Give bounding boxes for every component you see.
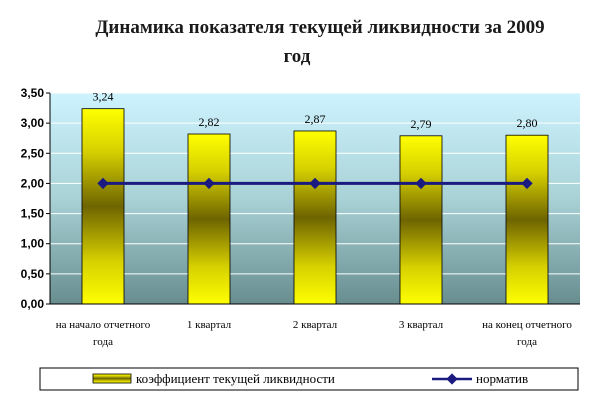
category-label: на конец отчетного [482, 319, 572, 331]
legend-line-marker [446, 373, 458, 385]
bar [293, 130, 337, 305]
category-label: 1 квартал [187, 319, 232, 331]
bar [399, 135, 443, 305]
y-tick-label: 0,50 [21, 267, 45, 281]
bar [81, 108, 125, 305]
bar-value-label: 2,80 [517, 116, 538, 130]
chart-title-line2: год [284, 46, 311, 67]
norm-point [203, 177, 215, 190]
y-tick-label: 3,50 [21, 86, 45, 100]
y-tick-label: 2,50 [21, 146, 45, 160]
bar-value-label: 2,82 [199, 115, 220, 129]
norm-line [97, 177, 533, 190]
legend: коэффициент текущей ликвидности норматив [39, 367, 579, 391]
category-labels: на начало отчетного года 1 квартал 2 кварта… [56, 319, 573, 348]
category-label: года [93, 336, 113, 348]
y-tick-label: 3,00 [21, 116, 45, 130]
legend-bar-label: коэффициент текущей ликвидности [136, 371, 335, 386]
bar-value-label: 2,79 [411, 117, 432, 131]
legend-bar-swatch [92, 373, 132, 384]
data-labels: 3,24 2,82 2,87 2,79 2,80 [93, 90, 538, 131]
legend-box [39, 367, 579, 391]
category-label: 3 квартал [399, 319, 444, 331]
norm-point [309, 177, 321, 190]
bar [505, 134, 549, 305]
norm-point [415, 177, 427, 190]
category-label: года [517, 336, 537, 348]
y-tick-label: 2,00 [21, 176, 45, 190]
category-label: 2 квартал [293, 319, 338, 331]
category-label: на начало отчетного [56, 319, 151, 331]
bar-value-label: 2,87 [305, 112, 326, 126]
norm-point [521, 177, 533, 190]
bar-value-label: 3,24 [93, 90, 114, 104]
y-tick-label: 1,00 [21, 237, 45, 251]
y-tick-label: 0,00 [21, 297, 45, 311]
y-tick-label: 1,50 [21, 207, 45, 221]
y-ticks: 0,00 0,50 1,00 1,50 2,00 2,50 3,00 3,50 [21, 86, 50, 311]
bar [187, 133, 231, 305]
chart-title-line1: Динамика показателя текущей ликвидности … [95, 17, 544, 38]
legend-line-label: норматив [476, 371, 528, 386]
